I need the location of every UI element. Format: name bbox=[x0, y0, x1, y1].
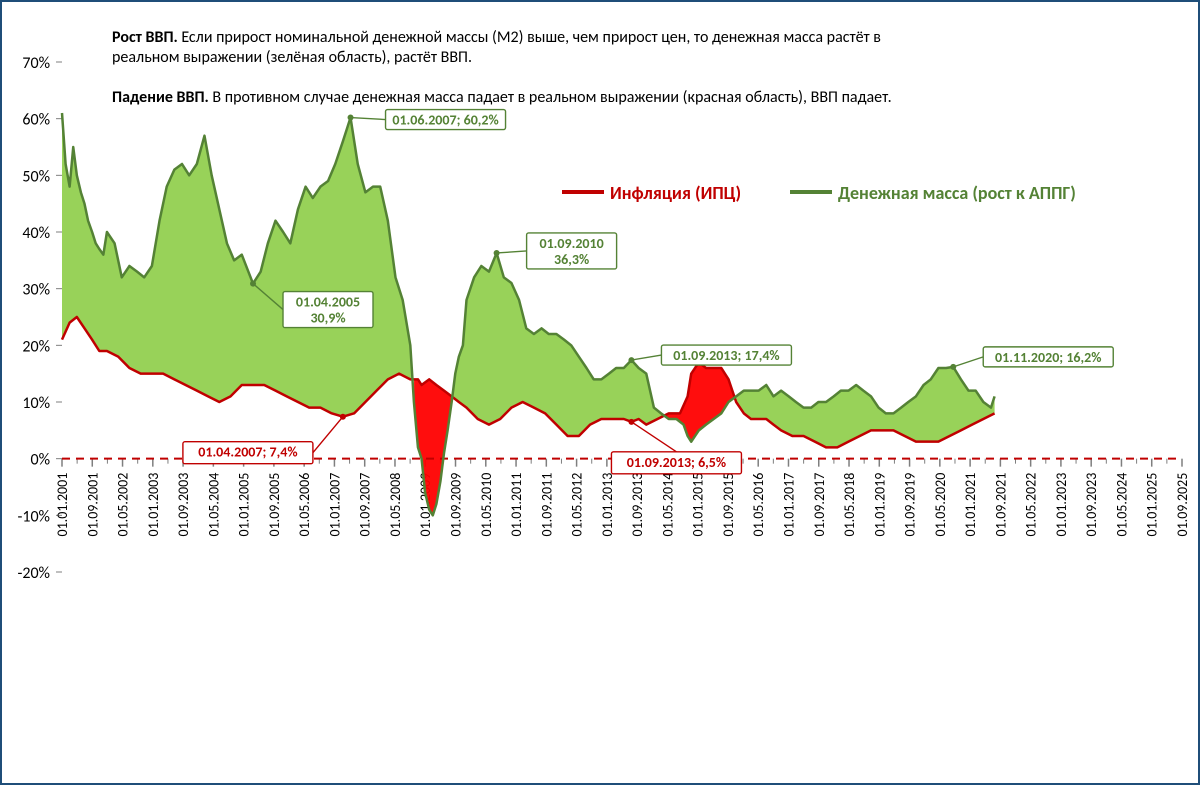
y-tick-label: 30% bbox=[22, 281, 50, 300]
callout-point bbox=[494, 250, 500, 256]
callout-text: 01.11.2020; 16,2% bbox=[995, 349, 1101, 366]
y-tick-label: 10% bbox=[22, 394, 50, 413]
desc-line2: реальном выражении (зелёная область), ра… bbox=[112, 48, 472, 67]
callout-text: 01.09.2013; 6,5% bbox=[627, 454, 726, 471]
area-green bbox=[736, 367, 994, 447]
callout-text: 01.04.2007; 7,4% bbox=[198, 444, 297, 461]
chart-svg: Рост ВВП. Если прирост номинальной денеж… bbox=[2, 2, 1198, 783]
x-tick-label: 01.09.2023 bbox=[1083, 473, 1100, 537]
x-tick-label: 01.09.2007 bbox=[357, 473, 374, 537]
x-tick-label: 01.05.2018 bbox=[841, 473, 858, 537]
x-tick-label: 01.01.2017 bbox=[780, 473, 797, 537]
x-tick-label: 01.01.2003 bbox=[145, 473, 162, 537]
x-tick-label: 01.01.2001 bbox=[54, 473, 71, 537]
callout-text: 36,3% bbox=[554, 251, 589, 268]
x-tick-label: 01.05.2024 bbox=[1113, 473, 1130, 537]
legend-label: Инфляция (ИПЦ) bbox=[610, 182, 741, 204]
y-tick-label: -20% bbox=[17, 564, 50, 583]
x-tick-label: 01.09.2001 bbox=[84, 473, 101, 537]
x-tick-label: 01.09.2005 bbox=[266, 473, 283, 537]
callout-point bbox=[628, 357, 634, 363]
legend-label: Денежная масса (рост к АППГ) bbox=[838, 182, 1076, 204]
x-tick-label: 01.05.2010 bbox=[478, 473, 495, 537]
y-tick-label: 0% bbox=[30, 451, 50, 470]
y-tick-label: 50% bbox=[22, 167, 50, 186]
callout-text: 01.04.2005 bbox=[296, 294, 360, 311]
desc-line1: Рост ВВП. Если прирост номинальной денеж… bbox=[112, 28, 881, 47]
callout-text: 30,9% bbox=[310, 310, 345, 327]
callout-leader bbox=[631, 422, 676, 452]
callout-point bbox=[628, 419, 634, 425]
x-tick-label: 01.09.2017 bbox=[811, 473, 828, 537]
x-tick-label: 01.09.2015 bbox=[720, 473, 737, 537]
callout-point bbox=[348, 115, 354, 121]
x-tick-label: 01.01.2021 bbox=[962, 473, 979, 537]
x-tick-label: 01.01.2015 bbox=[690, 473, 707, 537]
callout-text: 01.09.2010 bbox=[539, 235, 603, 252]
callout-leader bbox=[313, 417, 343, 453]
x-tick-label: 01.05.2008 bbox=[387, 473, 404, 537]
legend: Инфляция (ИПЦ) Денежная масса (рост к АПП… bbox=[562, 182, 1076, 204]
chart-frame: { "dimensions": {"width":1200,"height":7… bbox=[0, 0, 1200, 785]
callout-point bbox=[950, 364, 956, 370]
x-tick-label: 01.09.2019 bbox=[902, 473, 919, 537]
callout-leader bbox=[631, 355, 661, 360]
x-tick-label: 01.05.2002 bbox=[115, 473, 132, 537]
x-tick-label: 01.01.2013 bbox=[599, 473, 616, 537]
x-tick-label: 01.09.2021 bbox=[992, 473, 1009, 537]
x-tick-label: 01.01.2011 bbox=[508, 473, 525, 537]
area-green bbox=[62, 113, 412, 417]
y-tick-label: 70% bbox=[22, 54, 50, 73]
x-tick-label: 01.09.2011 bbox=[538, 473, 555, 537]
x-tick-label: 01.09.2009 bbox=[448, 473, 465, 537]
desc-line3: Падение ВВП. В противном случае денежная… bbox=[112, 88, 892, 107]
x-tick-label: 01.09.2025 bbox=[1174, 473, 1191, 537]
x-tick-label: 01.05.2020 bbox=[932, 473, 949, 537]
x-tick-label: 01.01.2007 bbox=[326, 473, 343, 537]
x-tick-label: 01.05.2022 bbox=[1023, 473, 1040, 537]
x-tick-label: 01.09.2013 bbox=[629, 473, 646, 537]
callout-text: 01.09.2013; 17,4% bbox=[673, 347, 779, 364]
y-tick-label: -10% bbox=[17, 507, 50, 526]
y-tick-label: 60% bbox=[22, 111, 50, 130]
y-tick-label: 20% bbox=[22, 337, 50, 356]
x-tick-label: 01.01.2019 bbox=[871, 473, 888, 537]
x-tick-label: 01.05.2014 bbox=[659, 473, 676, 537]
callout-leader bbox=[953, 357, 983, 367]
area-green bbox=[453, 253, 663, 436]
x-tick-label: 01.05.2004 bbox=[205, 473, 222, 537]
x-tick-label: 01.05.2012 bbox=[569, 473, 586, 537]
callout-text: 01.06.2007; 60,2% bbox=[392, 112, 498, 129]
x-tick-label: 01.05.2016 bbox=[750, 473, 767, 537]
callout-point bbox=[340, 414, 346, 420]
callout-leader bbox=[497, 251, 527, 253]
x-tick-label: 01.09.2003 bbox=[175, 473, 192, 537]
x-tick-label: 01.01.2005 bbox=[236, 473, 253, 537]
x-tick-label: 01.05.2006 bbox=[296, 473, 313, 537]
callout-leader bbox=[351, 118, 386, 120]
x-tick-label: 01.01.2023 bbox=[1053, 473, 1070, 537]
callout-point bbox=[250, 281, 256, 287]
y-tick-label: 40% bbox=[22, 224, 50, 243]
x-tick-label: 01.01.2025 bbox=[1144, 473, 1161, 537]
